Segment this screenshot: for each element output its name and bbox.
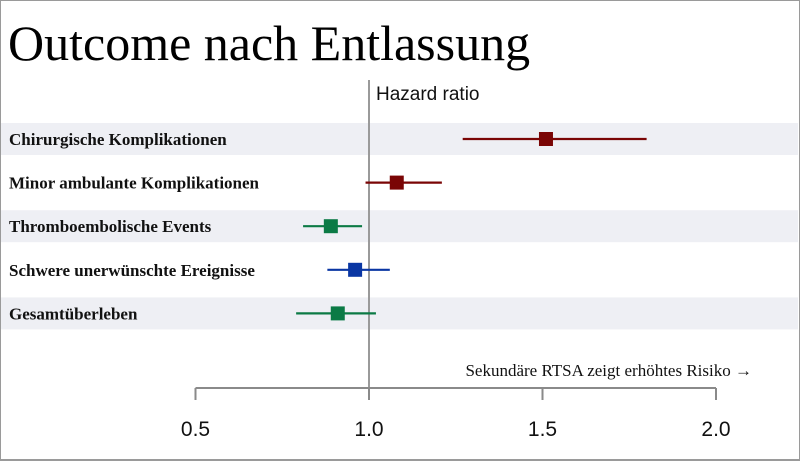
hazard-ratio-point bbox=[538, 132, 553, 146]
x-tick-label: 1.5 bbox=[528, 418, 557, 441]
row-label: Minor ambulante Komplikationen bbox=[9, 174, 260, 193]
hazard-ratio-point bbox=[348, 262, 363, 277]
row-band bbox=[1, 297, 798, 330]
risk-annotation: Sekundäre RTSA zeigt erhöhtes Risiko → bbox=[465, 361, 752, 380]
hazard-ratio-point bbox=[389, 175, 404, 190]
row-label: Chirurgische Komplikationen bbox=[9, 130, 227, 149]
x-tick-label: 2.0 bbox=[701, 418, 730, 441]
x-tick-label: 0.5 bbox=[181, 418, 210, 441]
hazard-ratio-point bbox=[323, 219, 338, 234]
row-band bbox=[1, 210, 798, 243]
row-label: Thromboembolische Events bbox=[9, 217, 212, 236]
hazard-ratio-point bbox=[330, 306, 345, 321]
x-axis-label: Hazard ratio bbox=[376, 84, 480, 105]
row-band bbox=[1, 123, 798, 155]
chart-title: Outcome nach Entlassung bbox=[8, 15, 530, 71]
row-label: Gesamtüberleben bbox=[9, 304, 138, 323]
x-tick-label: 1.0 bbox=[354, 418, 383, 441]
row-label: Schwere unerwünschte Ereignisse bbox=[9, 261, 255, 280]
